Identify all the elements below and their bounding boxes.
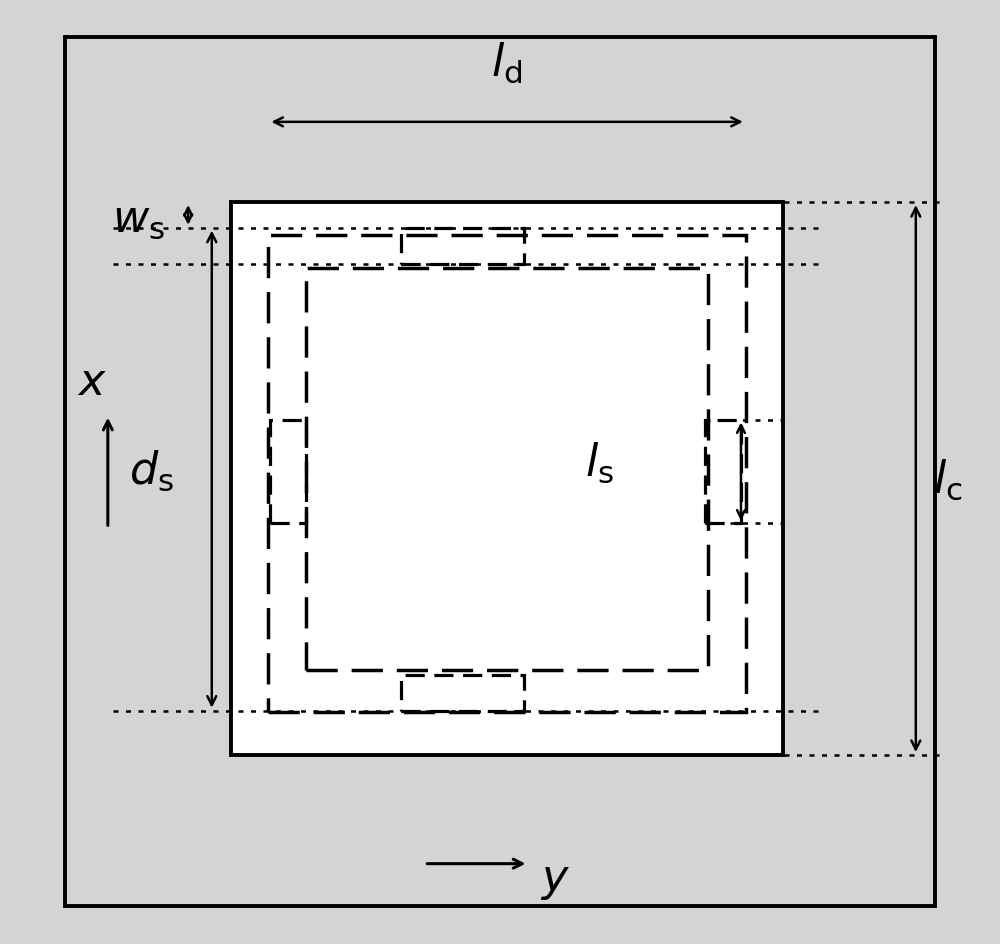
Text: $l_\mathrm{s}$: $l_\mathrm{s}$ <box>585 440 614 485</box>
Bar <box>268 236 746 713</box>
Bar <box>705 420 741 524</box>
Bar <box>401 228 524 264</box>
Bar <box>306 269 708 670</box>
Bar <box>270 420 306 524</box>
Text: $y$: $y$ <box>540 858 570 902</box>
Text: $w_\mathrm{s}$: $w_\mathrm{s}$ <box>112 197 165 241</box>
Text: $x$: $x$ <box>77 361 107 404</box>
Bar <box>231 203 783 755</box>
Bar <box>401 675 524 711</box>
Text: $d_\mathrm{s}$: $d_\mathrm{s}$ <box>129 447 174 493</box>
Text: $l_\mathrm{c}$: $l_\mathrm{c}$ <box>933 457 962 502</box>
Text: $l_\mathrm{d}$: $l_\mathrm{d}$ <box>491 41 522 85</box>
